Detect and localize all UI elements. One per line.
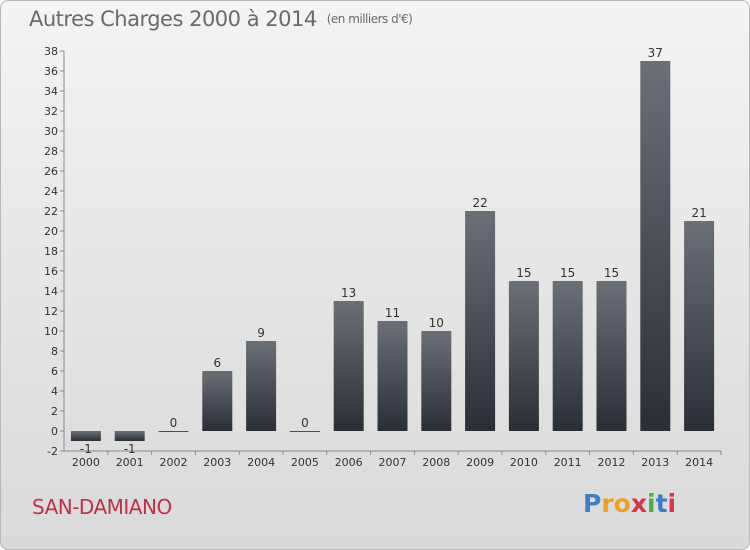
y-tick-label: 6 (51, 365, 58, 378)
bar (158, 431, 189, 432)
y-tick-label: -2 (47, 445, 58, 458)
data-label: 15 (604, 266, 619, 280)
y-tick-label: 32 (44, 105, 58, 118)
bar (508, 281, 539, 431)
x-tick-label: 2014 (685, 456, 713, 469)
bar (289, 431, 320, 432)
data-label: 11 (385, 306, 400, 320)
bar (596, 281, 627, 431)
x-tick-label: 2004 (247, 456, 275, 469)
bar (246, 341, 277, 431)
bar (114, 431, 145, 441)
y-tick-label: 0 (51, 425, 58, 438)
x-tick-label: 2013 (641, 456, 669, 469)
y-tick-label: 26 (44, 165, 58, 178)
y-tick-label: 30 (44, 125, 58, 138)
data-label: 9 (257, 326, 265, 340)
y-tick-label: 18 (44, 245, 58, 258)
x-tick-label: 2001 (116, 456, 144, 469)
bar (333, 301, 364, 431)
y-tick-label: 12 (44, 305, 58, 318)
data-label: -1 (80, 442, 92, 456)
proxiti-logo: Proxiti (583, 489, 676, 518)
x-tick-label: 2002 (160, 456, 188, 469)
y-tick-label: 38 (44, 45, 58, 58)
axes: -202468101214161820222426283032343638200… (44, 45, 722, 469)
data-label: 15 (516, 266, 531, 280)
data-label: 37 (648, 46, 663, 60)
logo-letter: i (647, 489, 656, 518)
y-tick-label: 4 (51, 385, 58, 398)
bar (684, 221, 715, 431)
y-tick-label: 14 (44, 285, 58, 298)
bar (552, 281, 583, 431)
x-tick-label: 2009 (466, 456, 494, 469)
y-tick-label: 36 (44, 65, 58, 78)
data-label: 0 (170, 416, 178, 430)
logo-letter: r (601, 489, 614, 518)
x-tick-label: 2007 (379, 456, 407, 469)
chart-title: Autres Charges 2000 à 2014 (en milliers d… (29, 7, 413, 31)
bar (377, 321, 408, 431)
logo-letter: P (583, 489, 602, 518)
chart-title-text: Autres Charges 2000 à 2014 (29, 7, 317, 31)
data-label: 6 (213, 356, 221, 370)
y-tick-label: 28 (44, 145, 58, 158)
bar (421, 331, 452, 431)
y-tick-label: 2 (51, 405, 58, 418)
x-tick-label: 2006 (335, 456, 363, 469)
x-tick-label: 2010 (510, 456, 538, 469)
y-tick-label: 22 (44, 205, 58, 218)
data-label: 21 (691, 206, 706, 220)
bar (640, 61, 671, 431)
data-label: 10 (429, 316, 444, 330)
logo-letter: o (613, 489, 631, 518)
y-tick-label: 16 (44, 265, 58, 278)
data-label: 15 (560, 266, 575, 280)
y-tick-label: 20 (44, 225, 58, 238)
y-tick-label: 8 (51, 345, 58, 358)
bar (465, 211, 496, 431)
chart-subtitle: (en milliers d'€) (326, 12, 413, 26)
x-tick-label: 2012 (598, 456, 626, 469)
logo-letter: i (667, 489, 677, 518)
x-tick-label: 2005 (291, 456, 319, 469)
x-tick-label: 2011 (554, 456, 582, 469)
data-label: 0 (301, 416, 309, 430)
logo-letter: x (630, 489, 647, 518)
y-tick-label: 10 (44, 325, 58, 338)
data-label: 13 (341, 286, 356, 300)
data-labels: -1 -1 0 6 9 0 13 11 10 22 15 15 15 37 21 (80, 46, 707, 456)
logo-letter: t (655, 489, 668, 518)
x-tick-label: 2000 (72, 456, 100, 469)
bar (202, 371, 233, 431)
data-label: 22 (472, 196, 487, 210)
x-tick-label: 2008 (422, 456, 450, 469)
y-tick-label: 24 (44, 185, 58, 198)
bar (70, 431, 101, 441)
y-tick-label: 34 (44, 85, 58, 98)
data-label: -1 (124, 442, 136, 456)
x-tick-label: 2003 (203, 456, 231, 469)
place-name: SAN-DAMIANO (32, 495, 172, 519)
bars (70, 61, 715, 441)
